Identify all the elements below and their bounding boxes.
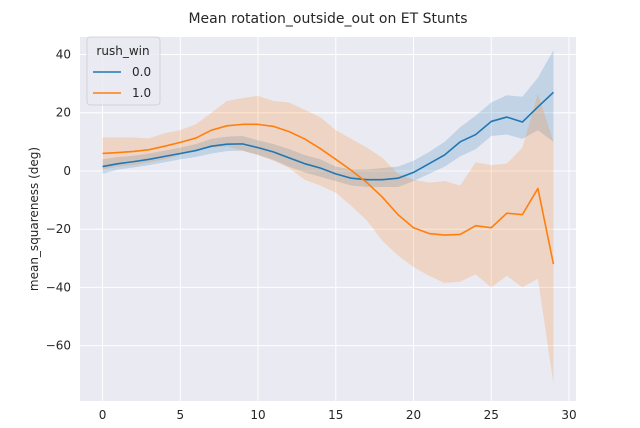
x-tick-label-25: 25: [484, 408, 499, 422]
chart-title: Mean rotation_outside_out on ET Stunts: [188, 11, 467, 27]
tick-labels: 0 5 10 15 20 25 30 40 20 0 −20 −40 −60: [46, 47, 577, 422]
series-1-confidence-band: [102, 93, 554, 384]
x-tick-label-0: 0: [99, 408, 107, 422]
series-0-line: [102, 91, 554, 181]
x-tick-label-20: 20: [406, 408, 421, 422]
series-0-confidence-band: [102, 50, 554, 187]
grid: [80, 37, 576, 401]
y-tick-label--60: −60: [46, 339, 71, 353]
x-tick-label-10: 10: [250, 408, 265, 422]
y-tick-label--20: −20: [46, 222, 71, 236]
plot-area: [80, 37, 576, 401]
x-tick-label-15: 15: [328, 408, 343, 422]
y-tick-label-0: 0: [63, 164, 71, 178]
legend-label-1: 1.0: [132, 86, 151, 100]
legend: rush_win 0.0 1.0: [86, 36, 161, 106]
x-tick-label-5: 5: [176, 408, 184, 422]
x-tick-label-30: 30: [561, 408, 576, 422]
legend-label-0: 0.0: [132, 65, 151, 79]
legend-box: [86, 36, 161, 106]
legend-title: rush_win: [96, 44, 149, 58]
series-lines: [102, 91, 555, 265]
y-axis-label: mean_squareness (deg): [27, 147, 41, 291]
y-tick-label-40: 40: [56, 47, 71, 61]
y-tick-label-20: 20: [56, 106, 71, 120]
y-tick-label--40: −40: [46, 280, 71, 294]
series-1-line: [102, 123, 555, 265]
confidence-bands: [102, 50, 554, 384]
